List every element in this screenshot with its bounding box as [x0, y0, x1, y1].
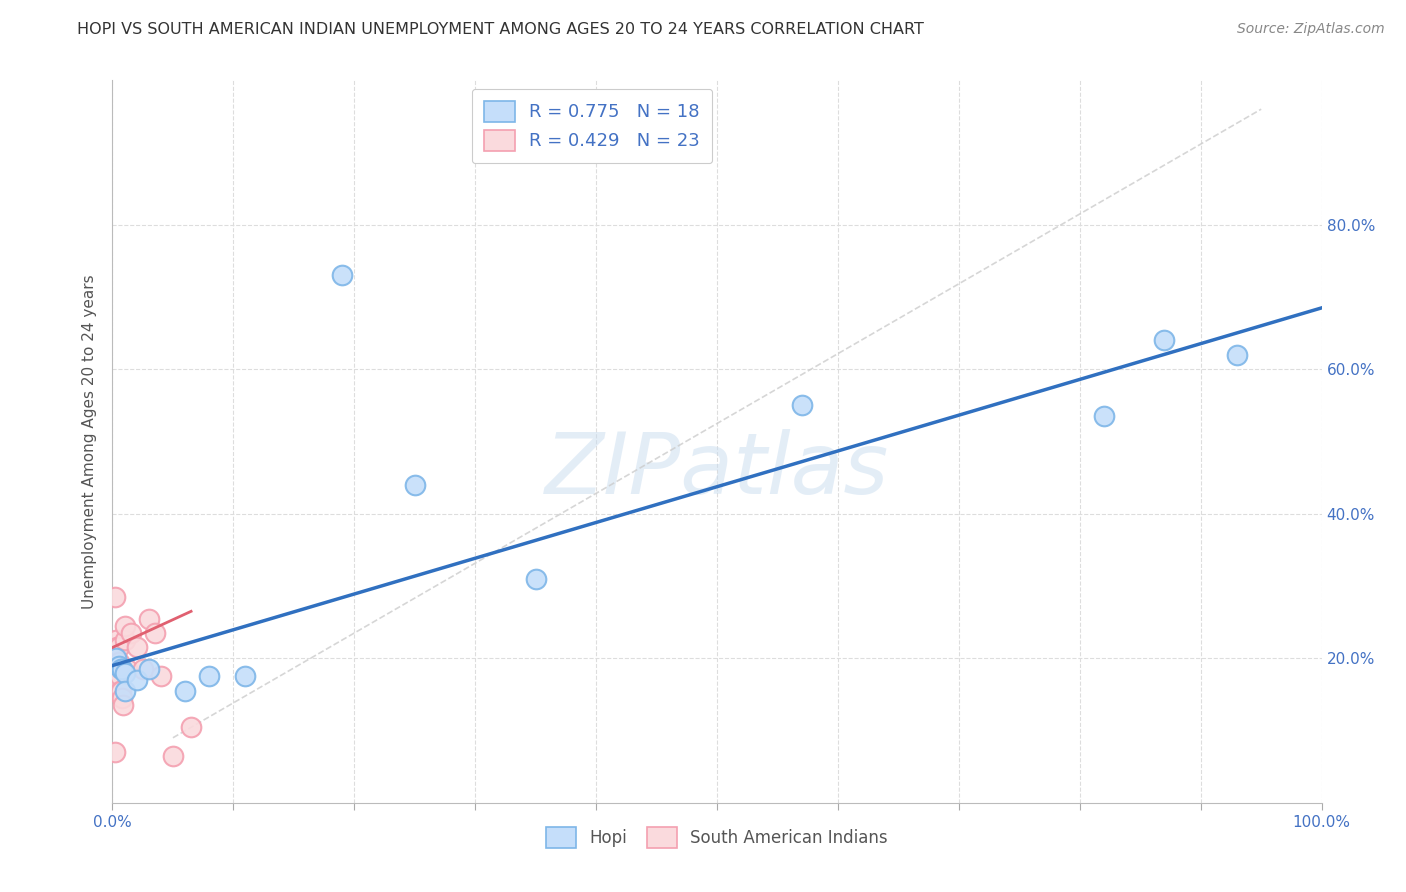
Point — [104, 745, 127, 759]
Point — [105, 651, 128, 665]
Point — [104, 590, 127, 604]
Point — [108, 669, 131, 683]
Point — [115, 662, 138, 676]
Point — [125, 640, 148, 655]
Point — [132, 662, 155, 676]
Text: ZIPatlas: ZIPatlas — [546, 429, 889, 512]
Y-axis label: Unemployment Among Ages 20 to 24 years: Unemployment Among Ages 20 to 24 years — [82, 274, 97, 609]
Point — [114, 665, 136, 680]
Point — [112, 698, 135, 713]
Point — [114, 619, 136, 633]
Point — [107, 640, 129, 655]
Point — [138, 662, 160, 676]
Point — [125, 673, 148, 687]
Point — [1092, 409, 1115, 424]
Point — [235, 669, 257, 683]
Point — [114, 683, 136, 698]
Point — [404, 478, 426, 492]
Point — [198, 669, 221, 683]
Point — [105, 633, 128, 648]
Point — [149, 669, 172, 683]
Point — [105, 640, 128, 655]
Point — [1226, 348, 1249, 362]
Point — [162, 748, 184, 763]
Point — [143, 626, 166, 640]
Point — [174, 683, 197, 698]
Point — [107, 655, 129, 669]
Point — [110, 683, 132, 698]
Point — [107, 658, 129, 673]
Point — [138, 611, 160, 625]
Point — [110, 662, 132, 676]
Point — [180, 720, 202, 734]
Point — [105, 676, 128, 690]
Point — [790, 398, 813, 412]
Text: Source: ZipAtlas.com: Source: ZipAtlas.com — [1237, 22, 1385, 37]
Point — [330, 268, 353, 283]
Point — [1153, 334, 1175, 348]
Point — [524, 572, 547, 586]
Point — [120, 626, 142, 640]
Legend: Hopi, South American Indians: Hopi, South American Indians — [537, 819, 897, 856]
Point — [111, 691, 134, 706]
Text: HOPI VS SOUTH AMERICAN INDIAN UNEMPLOYMENT AMONG AGES 20 TO 24 YEARS CORRELATION: HOPI VS SOUTH AMERICAN INDIAN UNEMPLOYME… — [77, 22, 924, 37]
Point — [114, 633, 136, 648]
Point — [108, 683, 131, 698]
Point — [111, 662, 134, 676]
